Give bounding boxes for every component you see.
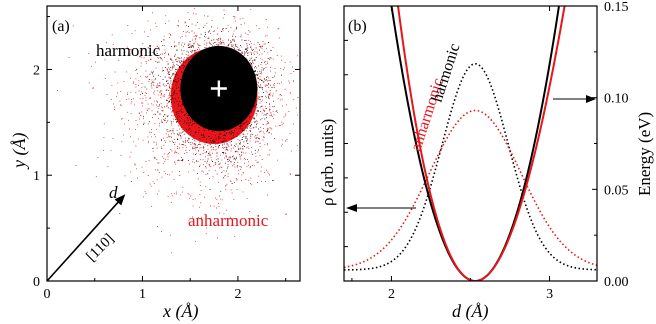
panel-label-a: (a): [52, 18, 70, 35]
panel-label-b: (b): [348, 18, 367, 35]
y-tick-label-a: 0: [33, 275, 40, 290]
y-tick-label-b-right: 0.00: [604, 275, 629, 290]
x-axis-label-a: x (Å): [162, 301, 198, 322]
cross-marker: [210, 80, 227, 97]
y-tick-label-b-right: 0.15: [604, 0, 629, 15]
density-dotted-anharmonic: [344, 109, 597, 269]
right-axis-pointer: [553, 95, 596, 103]
legend-harmonic-label: harmonic: [96, 41, 161, 60]
d-label: d: [109, 183, 118, 202]
x-tick-label-b: 3: [546, 287, 553, 302]
left-axis-pointer: [346, 204, 416, 212]
x-tick-label-a: 2: [234, 287, 241, 302]
x-tick-label-b: 2: [388, 287, 395, 302]
y-axis-label-right-b: Energy (eV): [635, 112, 654, 196]
x-tick-label-a: 0: [44, 287, 51, 302]
y-tick-label-b-right: 0.05: [604, 183, 629, 198]
direction-arrow: [46, 194, 126, 282]
density-dotted-harmonic: [344, 62, 597, 271]
ticks-a: 0 1 2 0 1 2: [33, 6, 300, 302]
axes-frame-a: [46, 5, 301, 282]
y-axis-label-a: y (Å): [9, 133, 30, 170]
potential-anharmonic-line: [397, 6, 566, 281]
x-tick-label-a: 1: [139, 287, 146, 302]
legend-anharmonic-label: anharmonic: [188, 211, 269, 230]
ticks-b: 2 3 0.00 0.05 0.10 0.15: [344, 0, 629, 302]
y-axis-label-left-b: ρ (arb. units): [318, 119, 337, 206]
y-tick-label-a: 2: [33, 63, 40, 78]
harmonic-curve-label: harmonic: [429, 42, 464, 105]
x-axis-label-b: d (Å): [452, 301, 488, 322]
scatter-clouds: [57, 8, 299, 254]
y-tick-label-b-right: 0.10: [604, 92, 629, 107]
y-tick-label-a: 1: [33, 169, 40, 184]
panel-b: 2 30.000.050.100.15 (b) anharmonic harmon…: [318, 0, 654, 322]
axes-frame-b: [343, 5, 598, 282]
